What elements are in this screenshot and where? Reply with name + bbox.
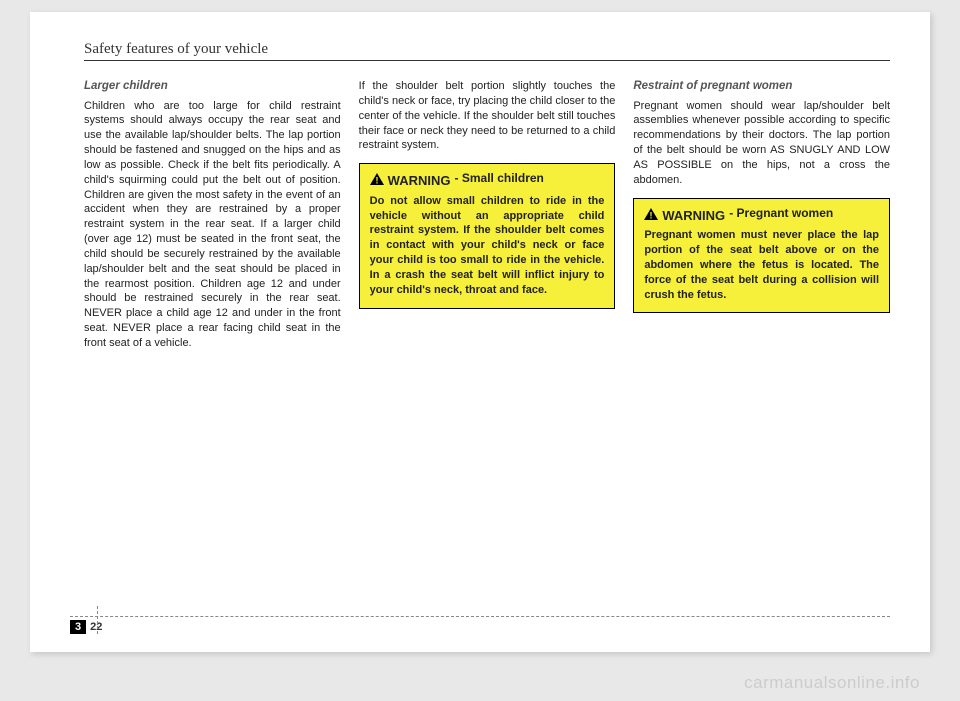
svg-text:!: !	[375, 176, 378, 186]
svg-text:!: !	[650, 210, 653, 220]
warning-body: Do not allow small children to ride in t…	[370, 194, 605, 298]
col3-body: Pregnant women should wear lap/shoulder …	[633, 99, 890, 188]
warning-triangle-icon: !	[370, 173, 384, 185]
content-columns: Larger children Children who are too lar…	[84, 79, 890, 351]
warning-triangle-icon: !	[644, 208, 658, 220]
chapter-number: 3	[70, 620, 86, 634]
column-2: If the shoulder belt portion slightly to…	[359, 79, 616, 351]
col1-body: Children who are too large for child res…	[84, 99, 341, 351]
col3-subhead: Restraint of pregnant women	[633, 79, 890, 95]
warning-header: ! WARNING - Pregnant women	[644, 207, 879, 225]
page-header: Safety features of your vehicle	[84, 40, 890, 61]
warning-label: WARNING	[388, 172, 451, 190]
watermark: carmanualsonline.info	[744, 673, 920, 693]
warning-subtitle: - Pregnant women	[729, 207, 833, 221]
column-3: Restraint of pregnant women Pregnant wom…	[633, 79, 890, 351]
footer-vline	[97, 606, 98, 634]
header-title: Safety features of your vehicle	[84, 41, 276, 58]
warning-subtitle: - Small children	[455, 172, 544, 186]
col2-body: If the shoulder belt portion slightly to…	[359, 79, 616, 153]
footer-rule	[70, 616, 890, 617]
footer-numbers: 3 22	[70, 620, 890, 634]
warning-body: Pregnant women must never place the lap …	[644, 228, 879, 302]
column-1: Larger children Children who are too lar…	[84, 79, 341, 351]
warning-label: WARNING	[662, 207, 725, 225]
page-footer: 3 22	[70, 616, 890, 634]
warning-pregnant-women: ! WARNING - Pregnant women Pregnant wome…	[633, 198, 890, 314]
col1-subhead: Larger children	[84, 79, 341, 95]
manual-page: Safety features of your vehicle Larger c…	[30, 12, 930, 652]
header-rule	[84, 60, 890, 61]
warning-small-children: ! WARNING - Small children Do not allow …	[359, 163, 616, 308]
warning-header: ! WARNING - Small children	[370, 172, 605, 190]
